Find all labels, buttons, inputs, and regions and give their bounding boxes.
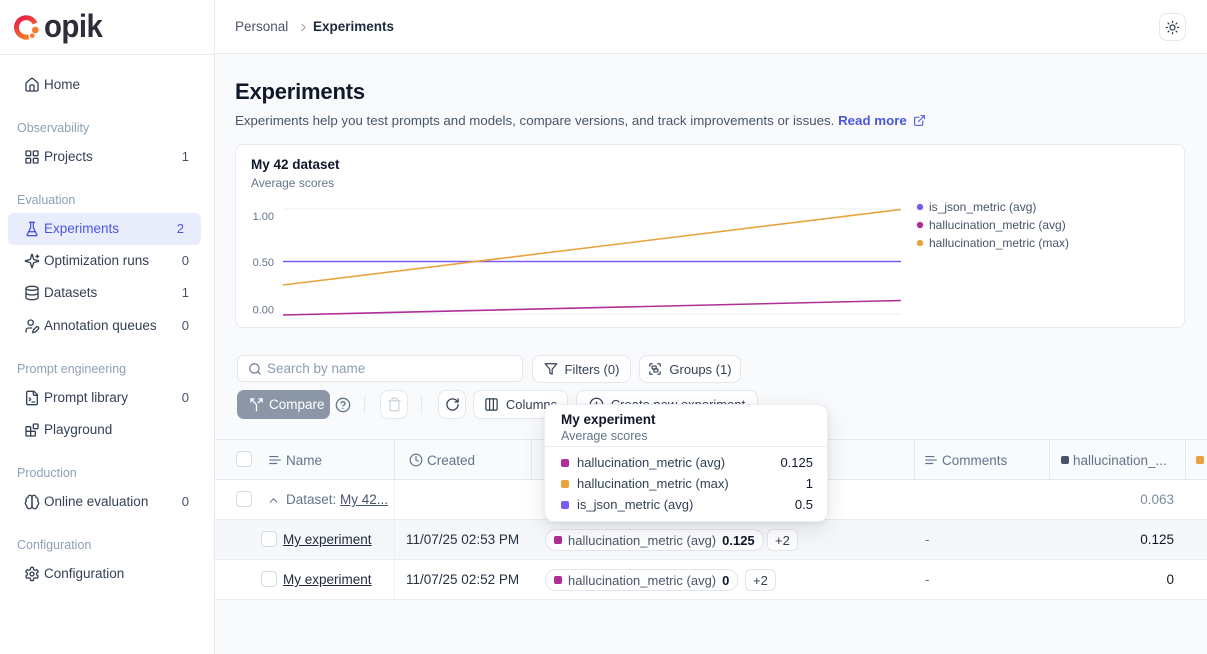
svg-text:hallucination_metric (avg): hallucination_metric (avg) [929,218,1066,232]
svg-text:hallucination_metric (max): hallucination_metric (max) [929,236,1069,250]
svg-text:is_json_metric (avg): is_json_metric (avg) [929,200,1036,214]
svg-text:0.50: 0.50 [253,257,274,269]
svg-text:0.00: 0.00 [253,305,274,317]
svg-text:1.00: 1.00 [253,211,274,223]
